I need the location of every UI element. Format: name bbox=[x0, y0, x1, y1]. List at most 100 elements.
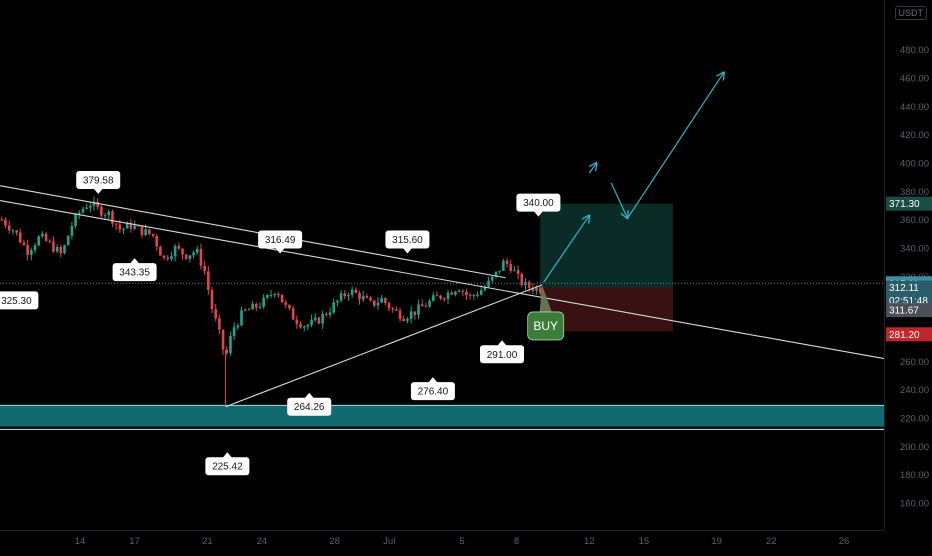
buy-signal-box bbox=[527, 311, 565, 341]
candle-body bbox=[502, 260, 505, 271]
candle bbox=[365, 293, 369, 299]
candle bbox=[295, 315, 299, 329]
currency-badge[interactable]: USDT bbox=[894, 6, 927, 20]
price-callout-text: 340.00 bbox=[523, 198, 554, 209]
candle bbox=[376, 297, 380, 311]
time-scale[interactable]: 14 17 21 24 28 Jul 5 8 12 15 19 22 26 bbox=[0, 530, 884, 551]
buy-signal-pointer bbox=[539, 284, 552, 312]
candle bbox=[122, 227, 125, 235]
time-tick-label: 12 bbox=[584, 536, 595, 547]
candle-body bbox=[125, 222, 129, 229]
candle-body bbox=[170, 256, 173, 259]
candle-body bbox=[70, 225, 74, 236]
candle bbox=[513, 265, 516, 272]
candle bbox=[509, 259, 513, 274]
candle bbox=[313, 313, 317, 323]
candle-body bbox=[136, 225, 140, 227]
candle-body bbox=[59, 246, 63, 254]
candle bbox=[258, 302, 262, 310]
candle bbox=[184, 254, 188, 261]
candle bbox=[424, 302, 428, 308]
candle-body bbox=[317, 317, 321, 324]
price-callout-pointer bbox=[304, 392, 315, 399]
candle-body bbox=[280, 294, 284, 303]
candle bbox=[41, 231, 44, 238]
candle-body bbox=[369, 297, 372, 301]
price-tick-label: 380.00 bbox=[900, 187, 929, 198]
candle-body bbox=[361, 296, 365, 300]
candle-body bbox=[428, 300, 431, 307]
candle-body bbox=[52, 241, 55, 252]
candle-body bbox=[111, 211, 114, 224]
candle-body bbox=[33, 245, 37, 251]
price-callout-pointer bbox=[533, 210, 544, 217]
candle-body bbox=[269, 294, 273, 296]
candle bbox=[92, 196, 96, 211]
candle-body bbox=[133, 225, 136, 229]
candle bbox=[89, 201, 92, 213]
candle-body bbox=[214, 309, 218, 319]
price-callout-pointer bbox=[222, 452, 233, 459]
candle-body bbox=[483, 286, 487, 291]
candle bbox=[321, 310, 324, 330]
candle bbox=[336, 299, 339, 307]
candle bbox=[420, 299, 424, 307]
candle-body bbox=[439, 295, 442, 299]
candle bbox=[398, 307, 402, 322]
candle-body bbox=[254, 303, 258, 308]
candle-body bbox=[505, 260, 509, 265]
candle-body bbox=[173, 245, 177, 257]
candle bbox=[70, 222, 74, 240]
candle-body bbox=[291, 308, 295, 320]
candle bbox=[129, 218, 133, 233]
candle bbox=[221, 329, 225, 356]
price-callout: 276.40 bbox=[410, 377, 455, 401]
price-scale[interactable]: USDT 480.00 460.00 440.00 420.00 400.00 380.0… bbox=[884, 0, 932, 530]
candle-body bbox=[299, 323, 302, 328]
candle bbox=[339, 289, 343, 303]
price-callout: 343.35 bbox=[112, 258, 157, 282]
candle bbox=[291, 305, 295, 320]
candle-body bbox=[350, 289, 354, 295]
plot-area[interactable]: 379.58 325.30 343.35 316.49 315.60 340.00 264.… bbox=[0, 0, 885, 530]
candle-body bbox=[476, 294, 479, 296]
candle bbox=[173, 244, 177, 262]
candle bbox=[409, 306, 413, 324]
candle bbox=[347, 292, 350, 301]
candle bbox=[199, 243, 203, 270]
candle bbox=[280, 294, 284, 303]
candle-body bbox=[100, 206, 103, 216]
candle-body bbox=[516, 270, 520, 275]
candle-body bbox=[155, 235, 159, 247]
candle bbox=[369, 295, 372, 302]
candle-body bbox=[332, 302, 336, 313]
candle-body bbox=[48, 240, 52, 242]
candle-body bbox=[520, 274, 524, 286]
price-callout-box bbox=[112, 263, 157, 282]
candle-body bbox=[494, 271, 498, 277]
candle-body bbox=[339, 293, 343, 301]
projection-arrow bbox=[543, 215, 589, 283]
candle bbox=[302, 325, 306, 332]
price-callout-pointer bbox=[129, 258, 140, 265]
candle bbox=[431, 291, 435, 302]
candle-body bbox=[277, 293, 280, 295]
candle-body bbox=[336, 300, 339, 303]
candle-body bbox=[395, 309, 398, 311]
price-scale-badge: 312.11 bbox=[886, 280, 932, 295]
candle-body bbox=[11, 230, 15, 232]
price-callout-text: 379.58 bbox=[83, 175, 114, 186]
candle-body bbox=[240, 310, 243, 326]
candle bbox=[435, 291, 439, 297]
candle bbox=[380, 294, 383, 303]
candle bbox=[299, 320, 302, 329]
time-tick-label: 15 bbox=[639, 536, 650, 547]
price-tick-label: 220.00 bbox=[900, 414, 929, 425]
projection-arrow bbox=[589, 163, 596, 174]
candle-body bbox=[538, 287, 542, 294]
candle bbox=[310, 314, 313, 328]
price-tick-label: 200.00 bbox=[900, 442, 929, 453]
candle bbox=[162, 255, 166, 260]
candle bbox=[148, 228, 151, 236]
